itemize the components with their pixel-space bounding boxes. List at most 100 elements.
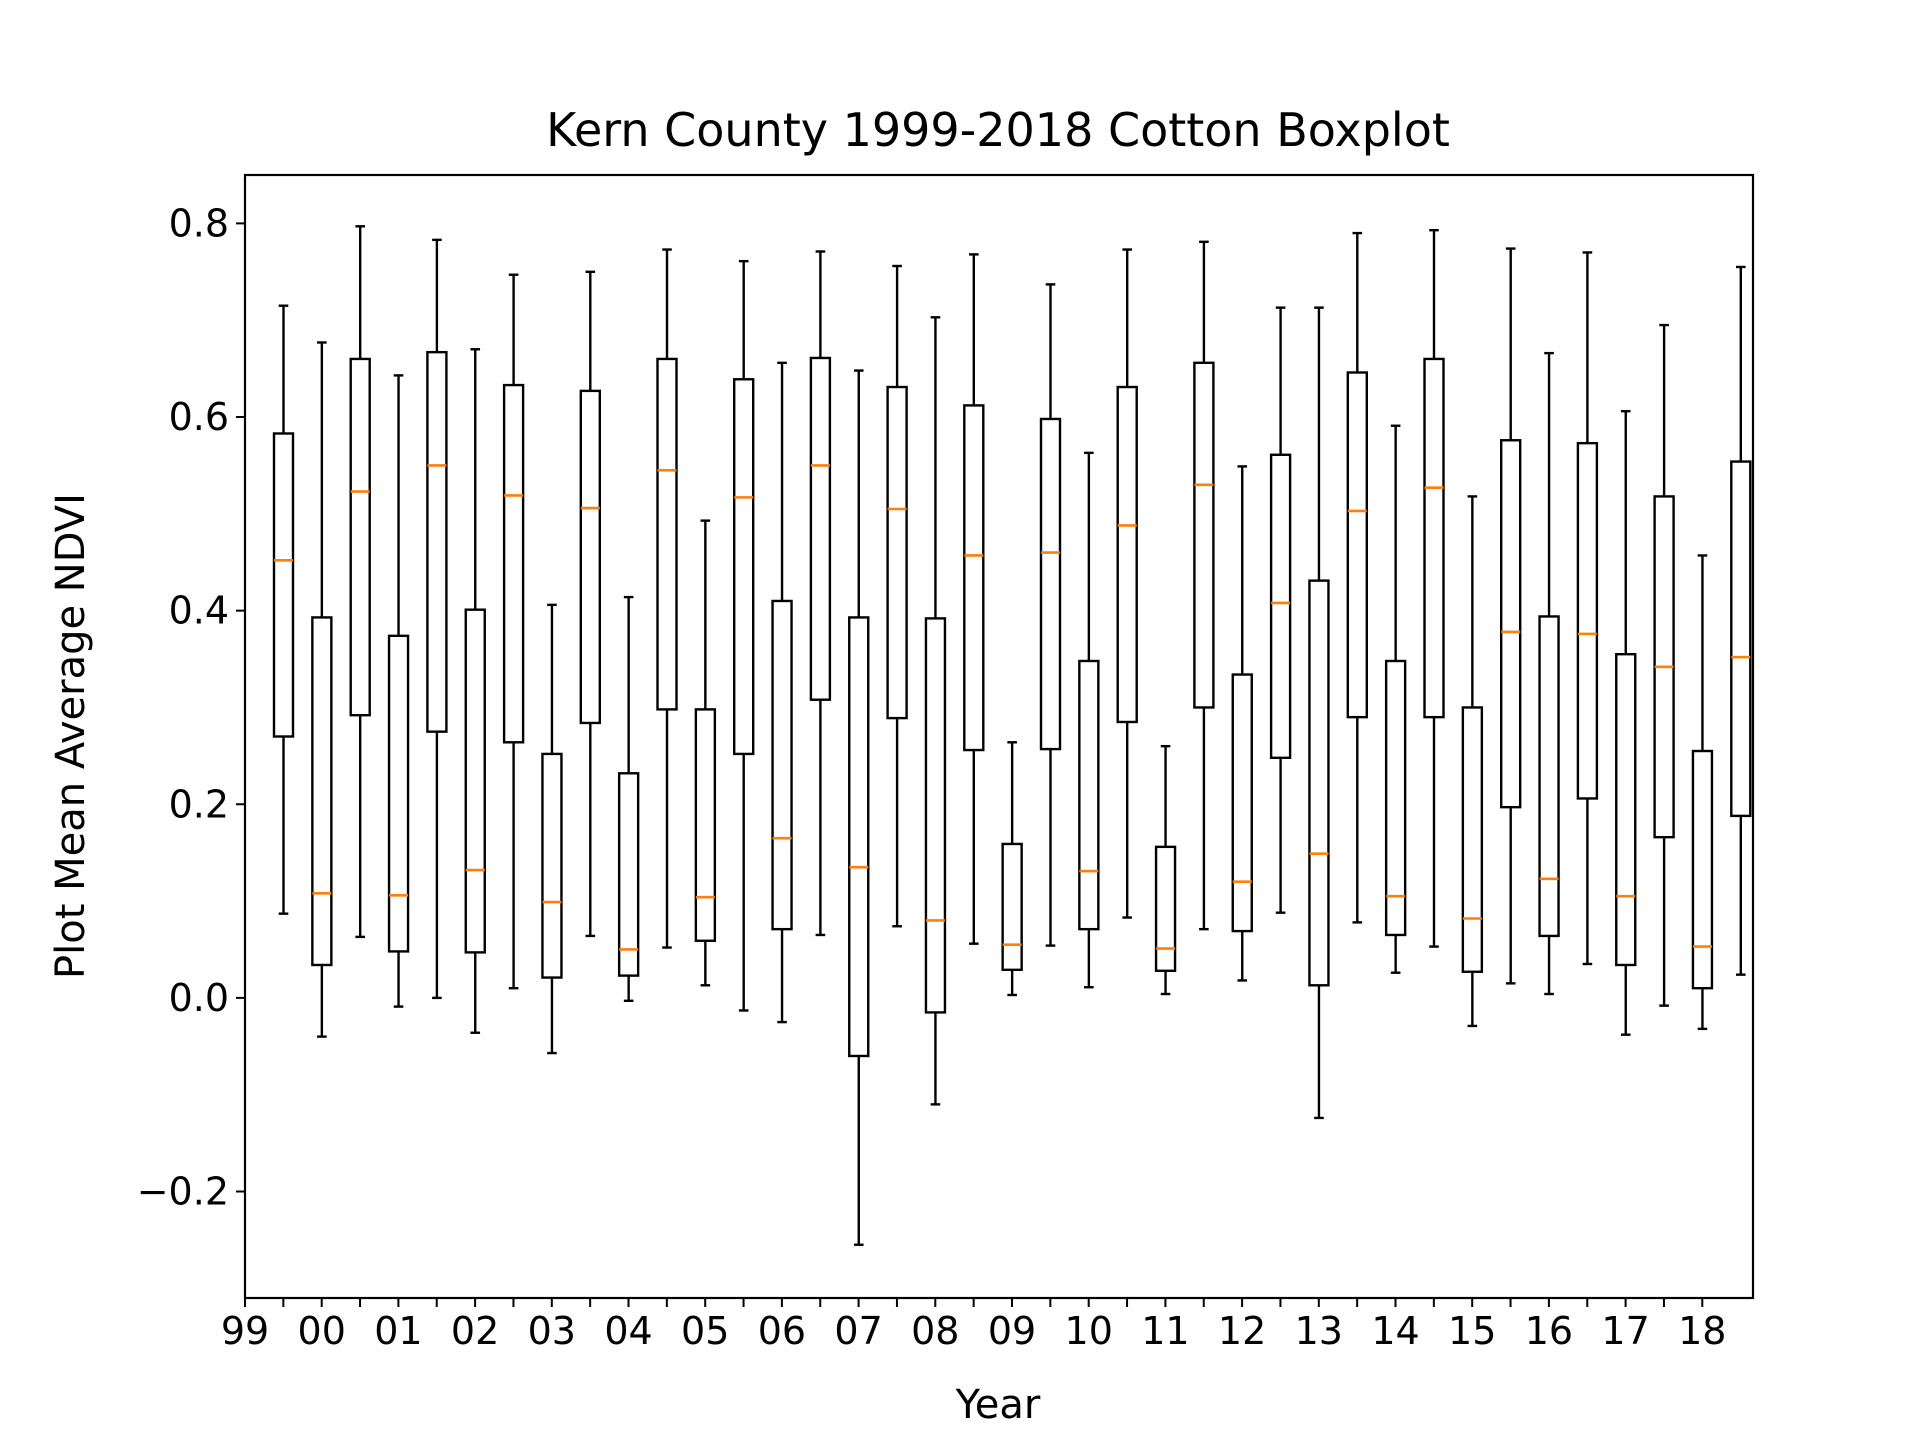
box-8 (579, 270, 601, 938)
iqr-box (1384, 659, 1407, 937)
iqr-box (1423, 357, 1445, 719)
iqr-box (1346, 371, 1369, 719)
chart-title: Kern County 1999-2018 Cotton Boxplot (546, 103, 1450, 157)
x-axis-label: Year (955, 1382, 1041, 1428)
box-19 (1001, 741, 1023, 997)
iqr-box (1116, 385, 1138, 724)
iqr-box (963, 404, 985, 752)
iqr-box (387, 634, 410, 953)
box-25 (1231, 465, 1253, 982)
iqr-box (1001, 842, 1023, 972)
box-18 (963, 253, 985, 945)
x-tick-label: 02 (451, 1309, 499, 1353)
iqr-box (502, 383, 525, 744)
x-tick-label: 01 (374, 1309, 422, 1353)
iqr-box (1078, 659, 1100, 931)
box-32 (1499, 247, 1522, 985)
x-tick-label: 16 (1525, 1309, 1573, 1353)
box-24 (1193, 240, 1215, 931)
iqr-box (848, 616, 870, 1058)
x-tick-label: 14 (1371, 1309, 1419, 1353)
box-2 (349, 225, 371, 939)
plot-area-frame (243, 173, 1755, 1300)
box-5 (464, 348, 486, 1034)
iqr-box (1269, 453, 1292, 759)
box-7 (541, 603, 563, 1055)
iqr-box (1615, 653, 1637, 967)
box-29 (1384, 424, 1407, 974)
iqr-box (426, 350, 448, 733)
iqr-box (1538, 615, 1560, 938)
box-1 (311, 341, 333, 1038)
box-4 (426, 238, 448, 1000)
x-tick-label: 06 (758, 1309, 806, 1353)
box-26 (1269, 306, 1292, 914)
box-0 (272, 304, 295, 915)
x-tick-label: 99 (221, 1309, 269, 1353)
x-tick-label: 00 (298, 1309, 346, 1353)
box-34 (1576, 251, 1599, 966)
iqr-box (1154, 845, 1177, 972)
box-9 (617, 595, 640, 1002)
box-38 (1730, 265, 1752, 976)
y-tick-label: 0.2 (169, 782, 229, 826)
iqr-box (1576, 441, 1599, 800)
box-11 (694, 519, 717, 987)
iqr-box (694, 708, 717, 942)
iqr-box (1691, 749, 1714, 990)
x-tick-label: 09 (988, 1309, 1036, 1353)
iqr-box (1308, 579, 1330, 987)
box-10 (656, 248, 678, 949)
x-tick-label: 10 (1065, 1309, 1113, 1353)
y-tick-label: −0.2 (137, 1170, 229, 1214)
iqr-box (349, 357, 371, 717)
iqr-box (1730, 460, 1752, 818)
box-3 (387, 374, 410, 1008)
iqr-box (541, 752, 563, 979)
box-15 (848, 369, 870, 1246)
box-36 (1653, 323, 1675, 1007)
box-6 (502, 273, 525, 990)
x-tick-label: 08 (911, 1309, 959, 1353)
iqr-box (809, 356, 832, 701)
x-tick-label: 03 (528, 1309, 576, 1353)
iqr-box (1193, 361, 1215, 709)
box-22 (1116, 248, 1138, 919)
y-tick-label: 0.6 (169, 395, 229, 439)
iqr-box (1231, 673, 1253, 933)
iqr-box (579, 389, 601, 725)
box-20 (1039, 283, 1062, 947)
y-tick-label: 0.8 (169, 201, 229, 245)
x-tick-label: 13 (1295, 1309, 1343, 1353)
x-tick-label: 11 (1141, 1309, 1189, 1353)
x-tick-label: 12 (1218, 1309, 1266, 1353)
y-tick-label: 0.4 (169, 589, 229, 633)
y-axis-label: Plot Mean Average NDVI (48, 493, 94, 979)
box-12 (733, 259, 755, 1012)
box-16 (886, 264, 908, 928)
iqr-box (886, 385, 908, 720)
box-13 (771, 361, 793, 1024)
box-23 (1154, 744, 1177, 996)
iqr-box (1461, 706, 1484, 973)
box-31 (1461, 495, 1484, 1028)
x-tick-label: 18 (1678, 1309, 1726, 1353)
y-tick-label: 0.0 (169, 976, 229, 1020)
x-tick-label: 07 (834, 1309, 882, 1353)
x-tick-label: 17 (1601, 1309, 1649, 1353)
x-tick-label: 04 (604, 1309, 652, 1353)
box-14 (809, 250, 832, 937)
box-21 (1078, 451, 1100, 989)
iqr-box (617, 772, 640, 977)
iqr-box (924, 617, 947, 1014)
iqr-box (656, 357, 678, 711)
iqr-box (771, 599, 793, 931)
box-33 (1538, 351, 1560, 996)
box-28 (1346, 231, 1369, 924)
x-tick-label: 05 (681, 1309, 729, 1353)
iqr-box (733, 378, 755, 756)
box-30 (1423, 228, 1445, 948)
iqr-box (1499, 439, 1522, 809)
